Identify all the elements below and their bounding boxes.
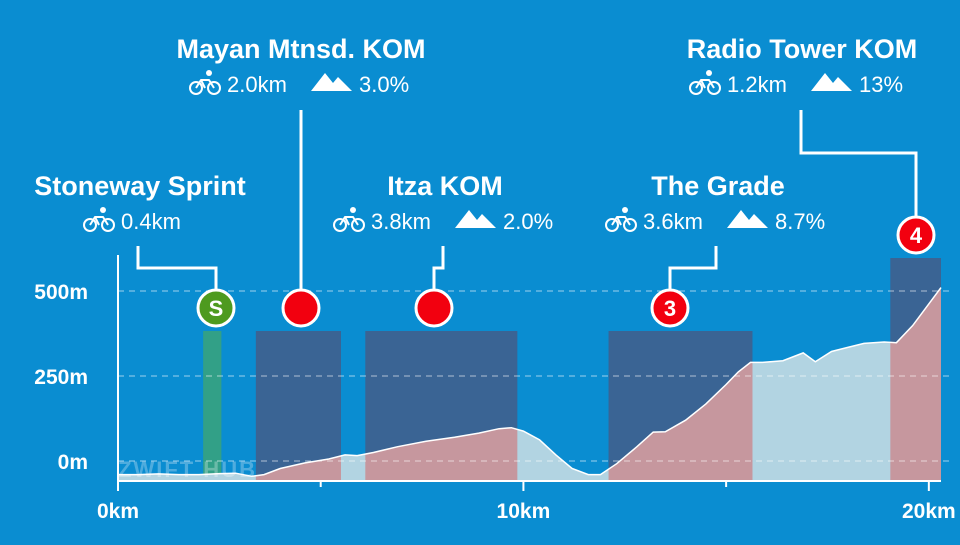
bicycle-icon-wheel [605, 218, 619, 232]
segment-name: The Grade [651, 171, 785, 201]
sprint-marker [196, 288, 236, 328]
segment-name: Itza KOM [387, 171, 503, 201]
kom-segment-box [255, 331, 341, 481]
profile-area-flat [118, 287, 941, 481]
bicycle-icon-head [622, 207, 628, 213]
segment-gradient: 13% [859, 72, 903, 97]
bicycle-icon-head [706, 70, 712, 76]
bicycle-icon-frame [700, 79, 706, 89]
segment-markers: S 3 4 [196, 215, 936, 328]
segment-distance: 0.4km [121, 209, 181, 234]
bicycle-icon-wheel [101, 218, 115, 232]
bicycle-icon [605, 207, 637, 232]
bicycle-icon-head [100, 207, 106, 213]
axes: 0m 250m 500m 0km 10km 20km [34, 255, 956, 523]
bicycle-icon-wheel [689, 81, 703, 95]
x-tick-label: 0km [97, 500, 139, 523]
bicycle-icon-frame [94, 216, 100, 226]
sprint-segment-bar [203, 331, 222, 481]
bicycle-icon-frame [89, 216, 109, 226]
segment-name: Stoneway Sprint [34, 171, 246, 201]
bicycle-icon-frame [616, 216, 622, 226]
leader-line [136, 246, 218, 295]
kom-marker [650, 288, 690, 328]
profile-line [118, 287, 942, 478]
bicycle-icon-wheel [333, 218, 347, 232]
bicycle-icon-frame [695, 79, 715, 89]
mountain-icon [811, 73, 852, 91]
grid-lines [118, 290, 950, 462]
y-tick-label: 500m [34, 281, 88, 304]
segment-labels: Stoneway Sprint 0.4km Mayan Mtnsd. KOM 2.0k… [34, 34, 917, 234]
bicycle-icon [333, 207, 365, 232]
bicycle-icon-wheel [351, 218, 365, 232]
bicycle-icon-wheel [83, 218, 97, 232]
bicycle-icon-frame [611, 216, 631, 226]
profile-area [118, 287, 942, 481]
watermark-text: ZWIFT HUB [118, 457, 257, 482]
bicycle-icon [83, 207, 115, 232]
bicycle-icon-wheel [623, 218, 637, 232]
bicycle-icon-frame [200, 79, 206, 89]
kom-marker [414, 288, 454, 328]
marker-label: 3 [664, 296, 676, 321]
segment-distance: 3.8km [371, 209, 431, 234]
bicycle-icon [689, 70, 721, 95]
y-tick-label: 250m [34, 366, 88, 389]
x-tick-label: 20km [902, 500, 956, 523]
segment-distance: 3.6km [643, 209, 703, 234]
segment-distance: 2.0km [227, 72, 287, 97]
bicycle-icon-wheel [189, 81, 203, 95]
marker-label: 4 [910, 223, 923, 248]
mountain-icon [727, 210, 768, 228]
mountain-icon [311, 73, 352, 91]
leader-line [668, 246, 718, 295]
segment-gradient: 2.0% [503, 209, 553, 234]
bicycle-icon-frame [344, 216, 350, 226]
kom-marker [281, 288, 321, 328]
bicycle-icon-head [206, 70, 212, 76]
marker-label: S [209, 296, 224, 321]
leader-line [432, 246, 445, 295]
segment-name: Radio Tower KOM [687, 34, 918, 64]
bicycle-icon-wheel [207, 81, 221, 95]
bicycle-icon-head [350, 207, 356, 213]
leader-lines [136, 110, 918, 295]
bicycle-icon [189, 70, 221, 95]
segment-gradient: 3.0% [359, 72, 409, 97]
mountain-icon [455, 210, 496, 228]
kom-marker [896, 215, 936, 255]
bicycle-icon-frame [195, 79, 215, 89]
bicycle-icon-wheel [707, 81, 721, 95]
leader-line [799, 110, 918, 222]
segment-gradient: 8.7% [775, 209, 825, 234]
x-tick-label: 10km [497, 500, 551, 523]
bicycle-icon-frame [339, 216, 359, 226]
segment-distance: 1.2km [727, 72, 787, 97]
y-tick-label: 0m [58, 451, 88, 474]
segment-name: Mayan Mtnsd. KOM [176, 34, 425, 64]
